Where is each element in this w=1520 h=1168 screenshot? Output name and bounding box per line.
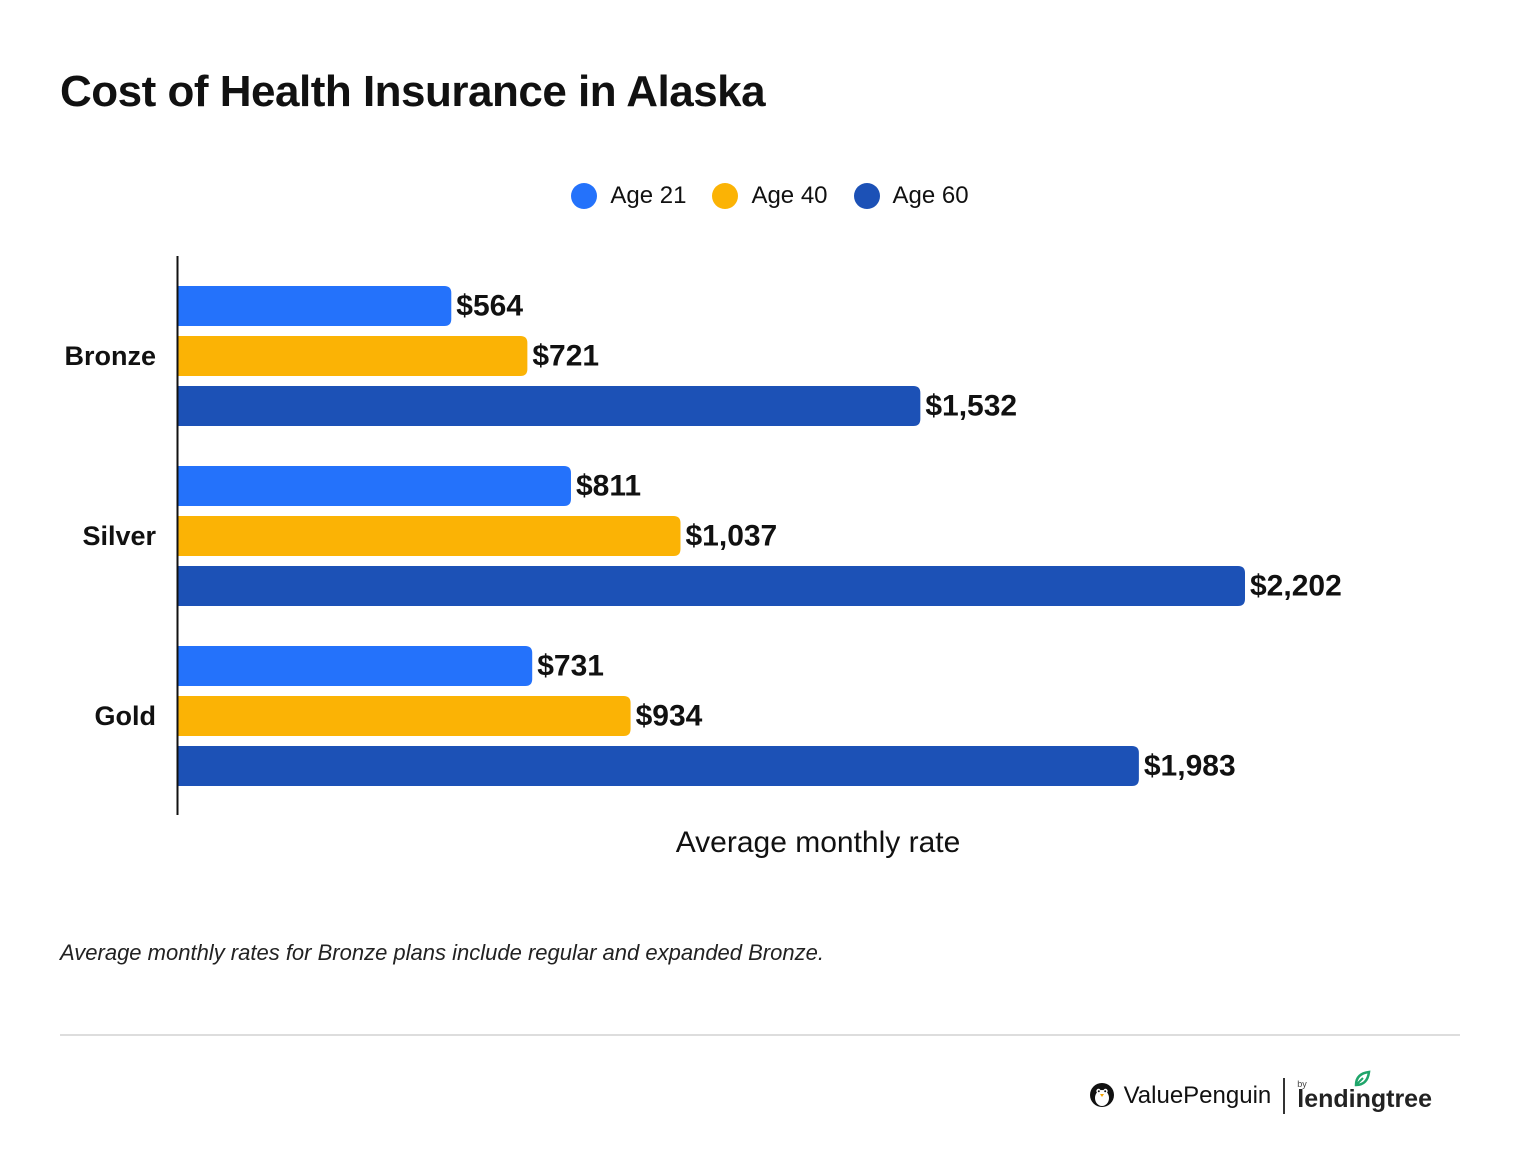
bar-bronze-age-40: [178, 336, 528, 376]
value-label-silver-age-60: $2,202: [1250, 570, 1342, 603]
bar-silver-age-60: [178, 566, 1245, 606]
value-label-silver-age-21: $811: [576, 470, 641, 503]
legend-label-age-21: Age 21: [610, 182, 687, 209]
value-label-bronze-age-60: $1,532: [925, 390, 1017, 423]
legend-item-age-21: Age 21: [571, 182, 686, 210]
x-axis-title: Average monthly rate: [675, 826, 961, 859]
bar-gold-age-21: [178, 646, 533, 686]
partner-logo: by lendingtree: [1297, 1070, 1432, 1113]
chart-title: Cost of Health Insurance in Alaska: [60, 67, 766, 116]
brand-by: by: [1297, 1079, 1307, 1089]
category-label-silver: Silver: [82, 521, 156, 551]
bar-gold-age-60: [178, 746, 1139, 786]
bar-silver-age-40: [178, 516, 681, 556]
brand-separator: [1283, 1078, 1286, 1114]
value-label-bronze-age-40: $721: [532, 340, 599, 373]
partner-name: lendingtree: [1297, 1085, 1432, 1113]
legend-swatch-age-21: [571, 183, 598, 209]
value-label-gold-age-21: $731: [537, 650, 604, 683]
value-label-bronze-age-21: $564: [456, 290, 523, 323]
value-label-silver-age-40: $1,037: [685, 520, 777, 553]
category-label-bronze: Bronze: [64, 341, 156, 371]
footnote: Average monthly rates for Bronze plans i…: [60, 940, 824, 965]
value-label-gold-age-60: $1,983: [1144, 750, 1236, 783]
legend-swatch-age-60: [853, 183, 880, 209]
brand-name: ValuePenguin: [1123, 1082, 1272, 1109]
leaf-icon: [1353, 1070, 1371, 1092]
penguin-icon: [1088, 1080, 1116, 1113]
bar-gold-age-40: [178, 696, 631, 736]
brand-logo: ValuePenguin by lendingtree: [1088, 1070, 1432, 1114]
divider: [60, 1034, 1460, 1036]
chart-legend: Age 21 Age 40 Age 60: [0, 182, 1520, 210]
legend-item-age-60: Age 60: [853, 182, 969, 210]
category-label-gold: Gold: [95, 701, 157, 731]
legend-swatch-age-40: [712, 183, 739, 209]
bar-bronze-age-60: [178, 386, 921, 426]
bar-silver-age-21: [178, 466, 571, 506]
bar-bronze-age-21: [178, 286, 452, 326]
legend-label-age-60: Age 60: [892, 182, 969, 209]
legend-item-age-40: Age 40: [712, 182, 828, 210]
value-label-gold-age-40: $934: [636, 700, 703, 733]
legend-label-age-40: Age 40: [751, 182, 828, 209]
